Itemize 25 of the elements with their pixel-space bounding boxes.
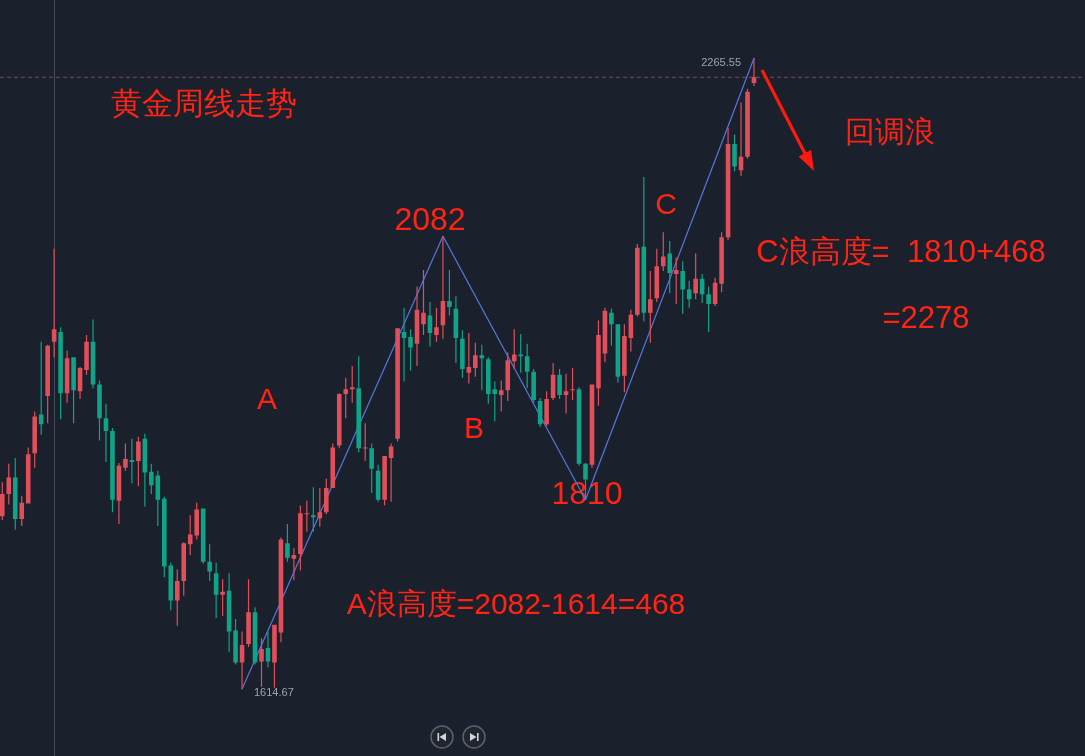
text: =2278 (882, 299, 970, 335)
annotation: A浪高度=2082-1614=468 (346, 586, 686, 620)
candlestick (401, 307, 407, 382)
annotation: A (256, 381, 278, 415)
annotation: C (655, 186, 677, 220)
annotation: 2082 (394, 201, 466, 237)
candlestick (291, 548, 297, 581)
candlestick (414, 286, 420, 366)
candlestick (440, 236, 446, 339)
candlestick (265, 631, 271, 668)
text: 黄金周线走势 (111, 85, 297, 121)
candlestick (453, 296, 459, 364)
text: 回调浪 (845, 114, 935, 148)
annotation: 2265.55 (701, 56, 741, 68)
annotation: 1614.67 (254, 686, 294, 698)
candlestick (129, 438, 135, 484)
annotation: 1810 (551, 475, 623, 511)
annotation: B (463, 410, 485, 444)
candlestick (563, 373, 569, 414)
candlestick (751, 58, 757, 86)
candlestick (738, 102, 744, 177)
annotation: C浪高度= 1810+468 (756, 233, 1046, 269)
candlestick (103, 403, 109, 462)
candlestick (239, 631, 245, 689)
candlestick (427, 302, 433, 347)
